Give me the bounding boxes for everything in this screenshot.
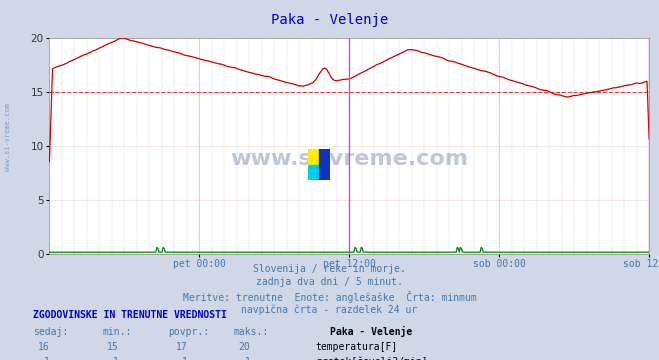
- Text: 20: 20: [239, 342, 250, 352]
- Text: min.:: min.:: [102, 327, 132, 337]
- Text: povpr.:: povpr.:: [168, 327, 209, 337]
- Bar: [308, 165, 319, 180]
- Text: www.si-vreme.com: www.si-vreme.com: [230, 149, 469, 169]
- Text: sedaj:: sedaj:: [33, 327, 68, 337]
- Text: navpična črta - razdelek 24 ur: navpična črta - razdelek 24 ur: [241, 304, 418, 315]
- Text: 1: 1: [43, 357, 49, 360]
- Text: pretok[čevelj3/min]: pretok[čevelj3/min]: [316, 356, 427, 360]
- Text: 16: 16: [38, 342, 49, 352]
- Text: zadnja dva dni / 5 minut.: zadnja dva dni / 5 minut.: [256, 277, 403, 287]
- Text: 1: 1: [113, 357, 119, 360]
- Text: 1: 1: [244, 357, 250, 360]
- Text: Slovenija / reke in morje.: Slovenija / reke in morje.: [253, 264, 406, 274]
- Text: 1: 1: [182, 357, 188, 360]
- Text: temperatura[F]: temperatura[F]: [316, 342, 398, 352]
- Text: www.si-vreme.com: www.si-vreme.com: [5, 103, 11, 171]
- Text: Paka - Velenje: Paka - Velenje: [271, 13, 388, 27]
- Text: Paka - Velenje: Paka - Velenje: [330, 326, 412, 337]
- Bar: [308, 149, 319, 165]
- Bar: [319, 149, 330, 180]
- Text: maks.:: maks.:: [234, 327, 269, 337]
- Text: Meritve: trenutne  Enote: anglešaške  Črta: minmum: Meritve: trenutne Enote: anglešaške Črta…: [183, 291, 476, 303]
- Text: ZGODOVINSKE IN TRENUTNE VREDNOSTI: ZGODOVINSKE IN TRENUTNE VREDNOSTI: [33, 310, 227, 320]
- Text: 17: 17: [176, 342, 188, 352]
- Text: 15: 15: [107, 342, 119, 352]
